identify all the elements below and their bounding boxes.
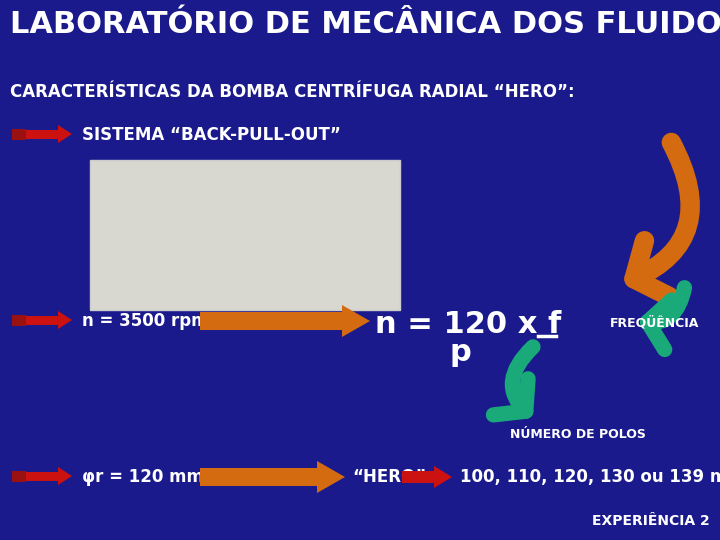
FancyArrowPatch shape — [647, 288, 685, 349]
Bar — [12, 314, 26, 326]
Bar — [12, 470, 26, 482]
Text: FREQÜÊNCIA: FREQÜÊNCIA — [610, 316, 699, 329]
FancyArrowPatch shape — [634, 143, 690, 296]
Bar — [12, 129, 26, 139]
Text: φr = 120 mm: φr = 120 mm — [82, 468, 204, 486]
Text: LABORATÓRIO DE MECÂNICA DOS FLUIDOS II: LABORATÓRIO DE MECÂNICA DOS FLUIDOS II — [10, 10, 720, 39]
Polygon shape — [58, 467, 72, 485]
Bar — [200, 312, 342, 330]
Text: “HERO”: “HERO” — [352, 468, 426, 486]
Bar — [200, 468, 317, 486]
Text: SISTEMA “BACK-PULL-OUT”: SISTEMA “BACK-PULL-OUT” — [82, 126, 341, 144]
Bar — [402, 471, 434, 483]
Text: NÚMERO DE POLOS: NÚMERO DE POLOS — [510, 428, 646, 441]
Text: EXPERIÊNCIA 2: EXPERIÊNCIA 2 — [593, 514, 710, 528]
Polygon shape — [342, 305, 370, 337]
Bar — [26, 130, 58, 138]
Bar — [26, 471, 58, 481]
Polygon shape — [58, 125, 72, 143]
Text: CARACTERÍSTICAS DA BOMBA CENTRÍFUGA RADIAL “HERO”:: CARACTERÍSTICAS DA BOMBA CENTRÍFUGA RADI… — [10, 83, 575, 101]
Bar — [26, 315, 58, 325]
Text: n = 3500 rpm: n = 3500 rpm — [82, 312, 209, 330]
Text: n = 120 x f: n = 120 x f — [375, 310, 562, 339]
Polygon shape — [434, 466, 452, 488]
Bar — [90, 160, 400, 310]
Text: 100, 110, 120, 130 ou 139 mm: 100, 110, 120, 130 ou 139 mm — [460, 468, 720, 486]
Text: p: p — [450, 338, 472, 367]
Polygon shape — [58, 311, 72, 329]
FancyArrowPatch shape — [493, 347, 533, 415]
Polygon shape — [317, 461, 345, 493]
